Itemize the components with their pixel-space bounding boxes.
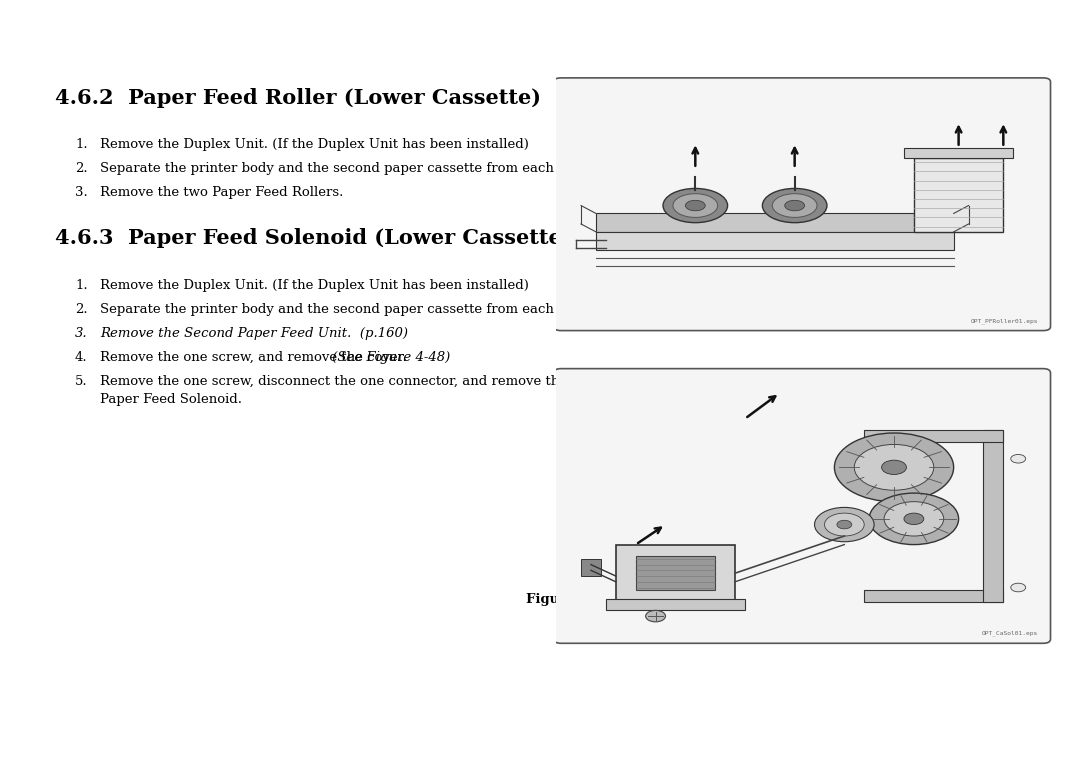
Bar xyxy=(636,556,715,591)
Bar xyxy=(616,545,735,602)
Bar xyxy=(864,430,1003,442)
Text: Lower Cassette Unit (Option): Lower Cassette Unit (Option) xyxy=(447,735,633,749)
Text: Remove the Duplex Unit. (If the Duplex Unit has been installed): Remove the Duplex Unit. (If the Duplex U… xyxy=(100,138,529,151)
Bar xyxy=(581,559,600,576)
Ellipse shape xyxy=(673,194,718,217)
Bar xyxy=(914,158,1003,232)
Ellipse shape xyxy=(814,507,874,542)
Text: Remove the two Paper Feed Rollers.: Remove the two Paper Feed Rollers. xyxy=(100,186,343,199)
Text: OPT_CaSol01.eps: OPT_CaSol01.eps xyxy=(982,630,1038,636)
Text: OPT_PFRoller01.eps: OPT_PFRoller01.eps xyxy=(971,318,1038,324)
Text: (See Figure 4-48): (See Figure 4-48) xyxy=(328,351,450,364)
Ellipse shape xyxy=(762,188,827,223)
Text: Separate the printer body and the second paper cassette from each other.: Separate the printer body and the second… xyxy=(100,163,596,175)
Text: Paper Feed Solenoid.: Paper Feed Solenoid. xyxy=(100,393,242,406)
Ellipse shape xyxy=(881,460,906,475)
Text: 3.: 3. xyxy=(75,327,87,340)
Ellipse shape xyxy=(1011,455,1026,463)
Text: 2.: 2. xyxy=(75,163,87,175)
FancyBboxPatch shape xyxy=(554,369,1051,643)
Text: EPSON EPL-6200/EPL-6200L: EPSON EPL-6200/EPL-6200L xyxy=(13,14,217,28)
Text: 4.6.2  Paper Feed Roller (Lower Cassette): 4.6.2 Paper Feed Roller (Lower Cassette) xyxy=(55,88,541,108)
Text: Remove the one screw, and remove the cover.: Remove the one screw, and remove the cov… xyxy=(100,351,407,364)
Text: Disassembly and Assembly: Disassembly and Assembly xyxy=(13,735,184,749)
Ellipse shape xyxy=(785,201,805,211)
Text: 4.: 4. xyxy=(75,351,87,364)
Text: Remove the one screw, disconnect the one connector, and remove the Second Tray: Remove the one screw, disconnect the one… xyxy=(100,375,656,388)
Text: Separate the printer body and the second paper cassette from each other.: Separate the printer body and the second… xyxy=(100,303,596,316)
Bar xyxy=(864,591,1003,602)
Bar xyxy=(984,430,1003,602)
Ellipse shape xyxy=(1011,583,1026,592)
Text: Revision A: Revision A xyxy=(994,14,1067,28)
Text: Figure 4-48.  Removing the Second Tray Paper Feed Solenoid.: Figure 4-48. Removing the Second Tray Pa… xyxy=(527,593,984,606)
Bar xyxy=(606,599,745,610)
Text: Remove the Second Paper Feed Unit.  (p.160): Remove the Second Paper Feed Unit. (p.16… xyxy=(100,327,408,340)
Text: 5.: 5. xyxy=(75,375,87,388)
Ellipse shape xyxy=(772,194,818,217)
Text: 2.: 2. xyxy=(75,303,87,316)
Text: 1.: 1. xyxy=(75,138,87,151)
Ellipse shape xyxy=(686,201,705,211)
Bar xyxy=(904,148,1013,158)
Text: 3.: 3. xyxy=(75,186,87,199)
Ellipse shape xyxy=(837,520,852,529)
Ellipse shape xyxy=(835,433,954,502)
Text: 4.6.3  Paper Feed Solenoid (Lower Cassette): 4.6.3 Paper Feed Solenoid (Lower Cassett… xyxy=(55,228,571,249)
Ellipse shape xyxy=(885,502,944,536)
Bar xyxy=(596,214,954,232)
Bar xyxy=(596,232,954,250)
Text: 1.: 1. xyxy=(75,278,87,291)
Text: Remove the Duplex Unit. (If the Duplex Unit has been installed): Remove the Duplex Unit. (If the Duplex U… xyxy=(100,278,529,291)
Ellipse shape xyxy=(869,493,959,545)
Ellipse shape xyxy=(824,513,864,536)
Text: 161: 161 xyxy=(1043,735,1067,749)
Ellipse shape xyxy=(663,188,728,223)
Ellipse shape xyxy=(904,513,923,525)
FancyBboxPatch shape xyxy=(554,78,1051,330)
Text: Figure 4-47.  Paper Feed Roller Removal: Figure 4-47. Paper Feed Roller Removal xyxy=(605,439,905,452)
Ellipse shape xyxy=(854,444,934,490)
Ellipse shape xyxy=(646,610,665,622)
